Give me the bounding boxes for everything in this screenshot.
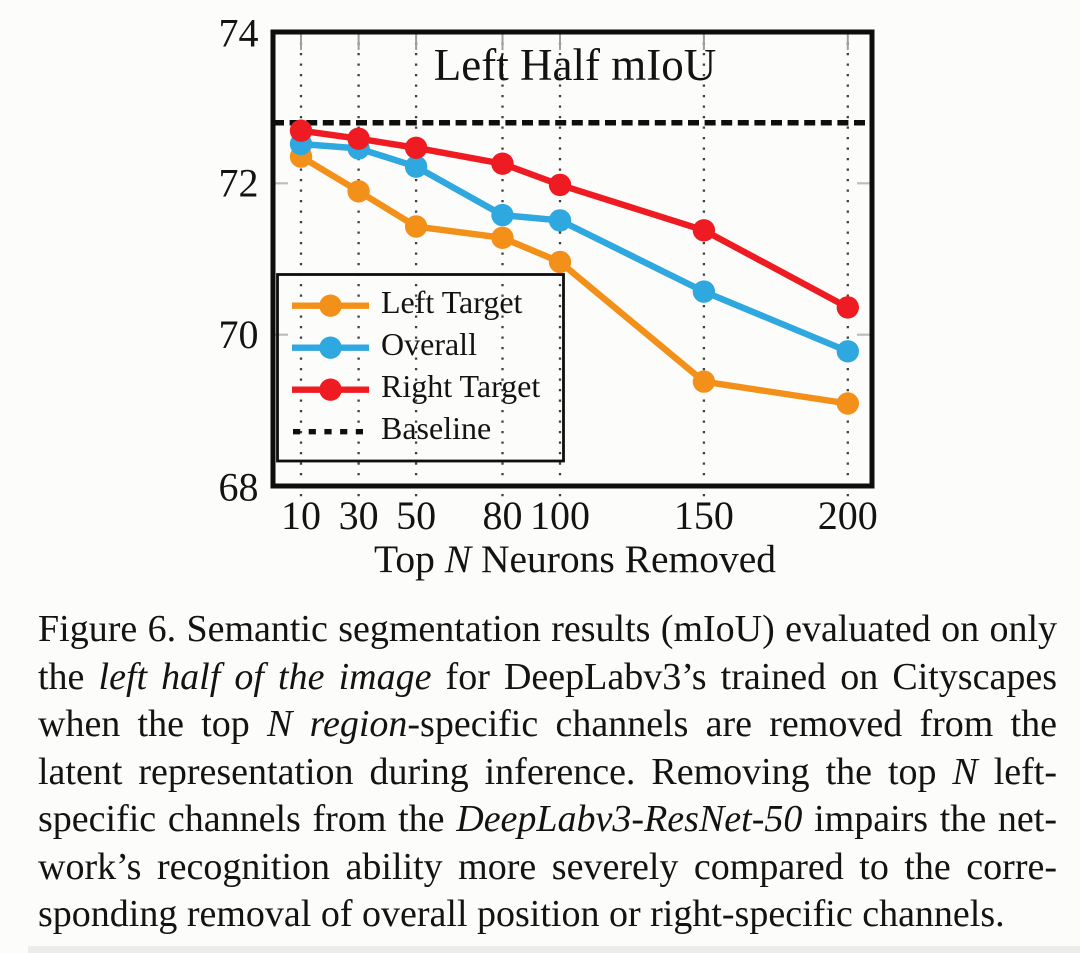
svg-text:74: 74 — [219, 11, 259, 56]
svg-text:Right Target: Right Target — [381, 368, 540, 404]
svg-text:50: 50 — [396, 493, 436, 538]
svg-text:100: 100 — [530, 493, 590, 538]
svg-text:80: 80 — [483, 493, 523, 538]
svg-text:Overall: Overall — [381, 326, 477, 362]
svg-text:30: 30 — [339, 493, 379, 538]
svg-text:Left Target: Left Target — [381, 284, 523, 320]
svg-text:10: 10 — [281, 493, 321, 538]
svg-text:72: 72 — [219, 161, 259, 206]
svg-text:Baseline: Baseline — [381, 410, 491, 446]
svg-text:70: 70 — [219, 312, 259, 357]
svg-text:150: 150 — [674, 493, 734, 538]
svg-text:Left Half mIoU: Left Half mIoU — [434, 40, 716, 90]
svg-text:200: 200 — [818, 493, 878, 538]
svg-text:Top N Neurons Removed: Top N Neurons Removed — [374, 537, 776, 581]
svg-text:68: 68 — [219, 465, 259, 510]
